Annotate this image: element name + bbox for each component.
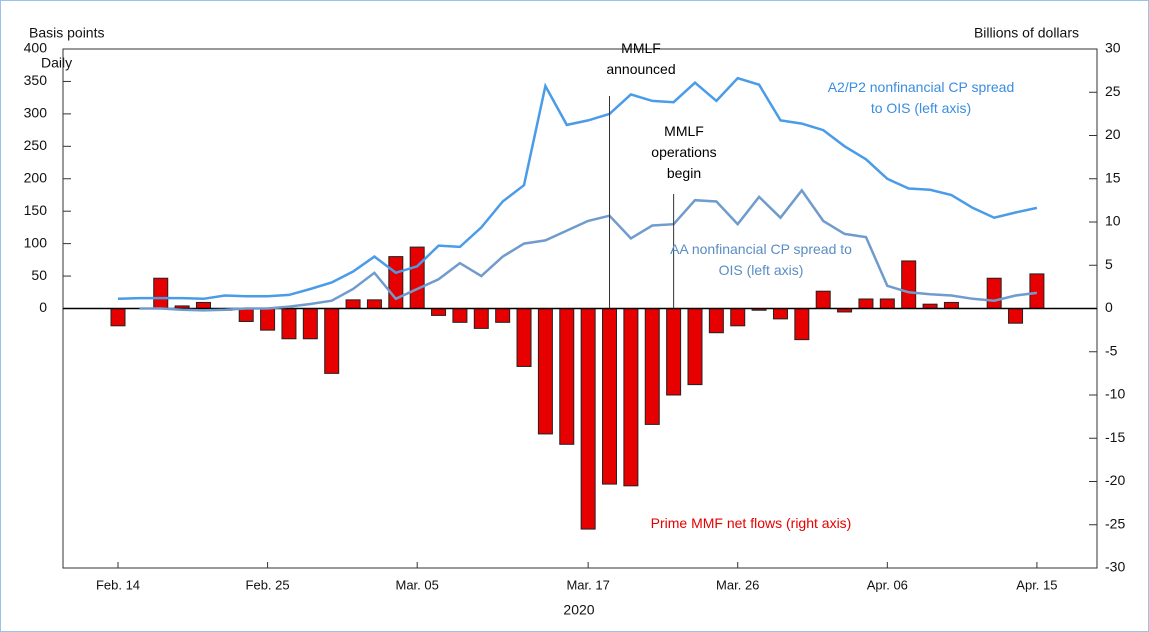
y2-tick-label: -10 — [1105, 386, 1125, 402]
bar — [195, 301, 211, 310]
x-tick-label: Feb. 25 — [246, 577, 290, 592]
bar — [302, 308, 318, 340]
y-tick-label: 200 — [24, 169, 48, 185]
x-tick-label: Feb. 14 — [96, 577, 140, 592]
y-tick-label: 150 — [24, 202, 48, 218]
y2-tick-label: 30 — [1105, 40, 1121, 56]
y2-tick-label: 10 — [1105, 213, 1121, 229]
annotation: MMLF announced — [606, 40, 676, 77]
bar — [644, 308, 660, 425]
bar — [366, 299, 382, 310]
y2-tick-label: -15 — [1105, 429, 1125, 445]
bar — [580, 308, 596, 530]
line — [139, 188, 1038, 312]
y2-tick-label: -25 — [1105, 515, 1125, 531]
y2-tick-label: -5 — [1105, 342, 1118, 358]
bar — [901, 260, 917, 309]
bar — [495, 308, 511, 323]
bar — [708, 308, 724, 334]
bar — [473, 308, 489, 329]
bar — [666, 308, 682, 396]
bar — [537, 308, 553, 435]
bar — [281, 308, 297, 340]
y2-tick-label: 0 — [1105, 299, 1113, 315]
y-tick-label: 100 — [24, 234, 48, 250]
y-tick-label: 350 — [24, 72, 48, 88]
line — [117, 76, 1038, 301]
bar — [602, 308, 618, 485]
y2-tick-label: -30 — [1105, 559, 1125, 575]
bar — [1029, 273, 1045, 309]
y2-tick-label: 20 — [1105, 126, 1121, 142]
bar — [324, 308, 340, 374]
y-tick-label: 300 — [24, 105, 48, 121]
annotation: MMLF operations begin — [651, 123, 717, 181]
bar — [516, 308, 532, 367]
bar — [986, 277, 1002, 310]
bar — [943, 301, 959, 310]
y2-tick-label: -20 — [1105, 472, 1125, 488]
bar — [388, 256, 404, 310]
bar — [687, 308, 703, 386]
x-tick-label: Mar. 05 — [396, 577, 439, 592]
bar — [815, 290, 831, 310]
bar — [431, 308, 447, 316]
y-tick-label: 0 — [39, 299, 47, 315]
series-label: AA nonfinancial CP spread to OIS (left a… — [670, 241, 852, 278]
subtitle: Daily — [41, 55, 72, 71]
bar — [1008, 308, 1024, 324]
bar — [858, 298, 874, 309]
y2-tick-label: 5 — [1105, 256, 1113, 272]
x-tick-label: Apr. 06 — [867, 577, 908, 592]
bar — [110, 308, 126, 327]
x-tick-label: Apr. 15 — [1016, 577, 1057, 592]
y2-tick-label: 25 — [1105, 83, 1121, 99]
bar — [452, 308, 468, 323]
y-tick-label: 400 — [24, 40, 48, 56]
bar — [879, 298, 895, 309]
series-label: Prime MMF net flows (right axis) — [650, 515, 852, 531]
bar — [409, 246, 425, 310]
bar — [623, 308, 639, 487]
bar — [345, 299, 361, 310]
x-tick-label: Mar. 26 — [716, 577, 759, 592]
series-label: A2/P2 nonfinancial CP spread to OIS (lef… — [827, 79, 1015, 116]
x-axis-label: 2020 — [563, 602, 594, 618]
x-tick-label: Mar. 17 — [566, 577, 609, 592]
bar — [730, 308, 746, 327]
y2-tick-label: 15 — [1105, 169, 1121, 185]
y-axis-label: Basis points — [29, 25, 104, 41]
bar — [794, 308, 810, 341]
bar — [153, 277, 169, 310]
y-tick-label: 50 — [31, 267, 47, 283]
bar — [559, 308, 575, 445]
y2-axis-label: Billions of dollars — [974, 25, 1079, 41]
bar — [260, 308, 276, 331]
y-tick-label: 250 — [24, 137, 48, 153]
bar — [772, 308, 788, 320]
bar — [238, 308, 254, 322]
